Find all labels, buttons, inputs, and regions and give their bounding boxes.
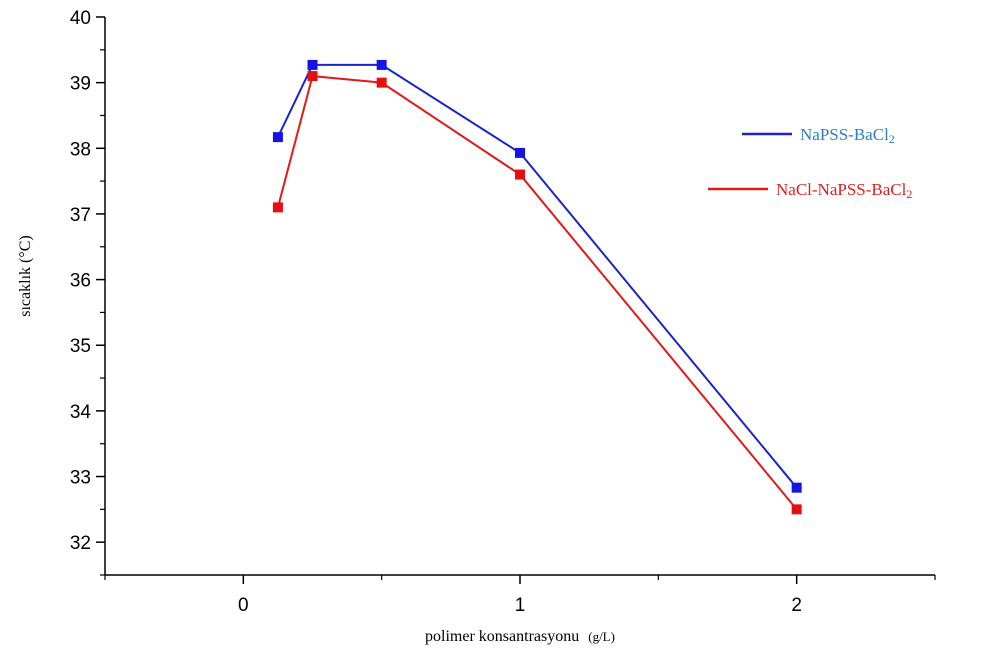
series-0 [272, 59, 802, 493]
series-1 [272, 71, 802, 515]
data-point-1-4 [791, 504, 802, 515]
y-tick-label-36: 36 [70, 271, 91, 292]
legend: NaPSS-BaCl2 NaCl-NaPSS-BaCl2 [708, 125, 912, 201]
y-axis-title: sıcaklık (°C) [17, 235, 34, 317]
legend-label-napss-bacl2-main: NaPSS-BaCl [800, 125, 889, 144]
data-point-1-1 [307, 71, 318, 82]
data-point-0-4 [791, 482, 802, 493]
y-tick-label-38: 38 [70, 139, 91, 160]
y-tick-label-37: 37 [70, 205, 91, 226]
y-tick-label-32: 32 [70, 533, 91, 554]
y-tick-label-34: 34 [70, 402, 92, 423]
y-tick-label-33: 33 [70, 468, 91, 489]
data-point-0-0 [272, 132, 283, 143]
data-point-0-3 [515, 147, 525, 158]
x-axis-title-unit: (g/L) [588, 629, 615, 644]
data-point-1-2 [376, 77, 387, 88]
legend-label-nacl-napss-bacl2-sub: 2 [906, 187, 912, 201]
series-line-1 [276, 75, 798, 510]
x-tick-label-0: 0 [238, 595, 249, 616]
x-axis-title: polimer konsantrasyonu (g/L) [425, 628, 615, 645]
series-line-0 [277, 63, 798, 489]
legend-label-napss-bacl2: NaPSS-BaCl2 [800, 125, 895, 146]
y-tick-label-40: 40 [70, 8, 91, 29]
data-point-0-2 [376, 59, 387, 70]
x-tick-label-1: 1 [515, 595, 526, 616]
series-layer [272, 59, 802, 515]
y-tick-label-39: 39 [70, 74, 91, 95]
legend-item-nacl-napss-bacl2: NaCl-NaPSS-BaCl2 [708, 180, 912, 201]
legend-label-napss-bacl2-sub: 2 [889, 132, 895, 146]
y-ticks: 32 33 34 35 36 37 38 39 40 [70, 8, 105, 576]
data-point-0-1 [307, 59, 318, 70]
x-axis-title-main: polimer konsantrasyonu [425, 628, 579, 645]
legend-label-nacl-napss-bacl2: NaCl-NaPSS-BaCl2 [776, 180, 912, 201]
legend-label-nacl-napss-bacl2-main: NaCl-NaPSS-BaCl [776, 180, 907, 199]
legend-item-napss-bacl2: NaPSS-BaCl2 [742, 125, 895, 146]
y-tick-label-35: 35 [70, 336, 91, 357]
x-ticks: 0 1 2 [104, 575, 936, 616]
data-point-1-0 [272, 202, 283, 213]
data-point-1-3 [515, 169, 525, 180]
axes: 0 1 2 32 33 34 35 36 37 38 39 40 [70, 8, 936, 616]
x-tick-label-2: 2 [791, 595, 802, 616]
